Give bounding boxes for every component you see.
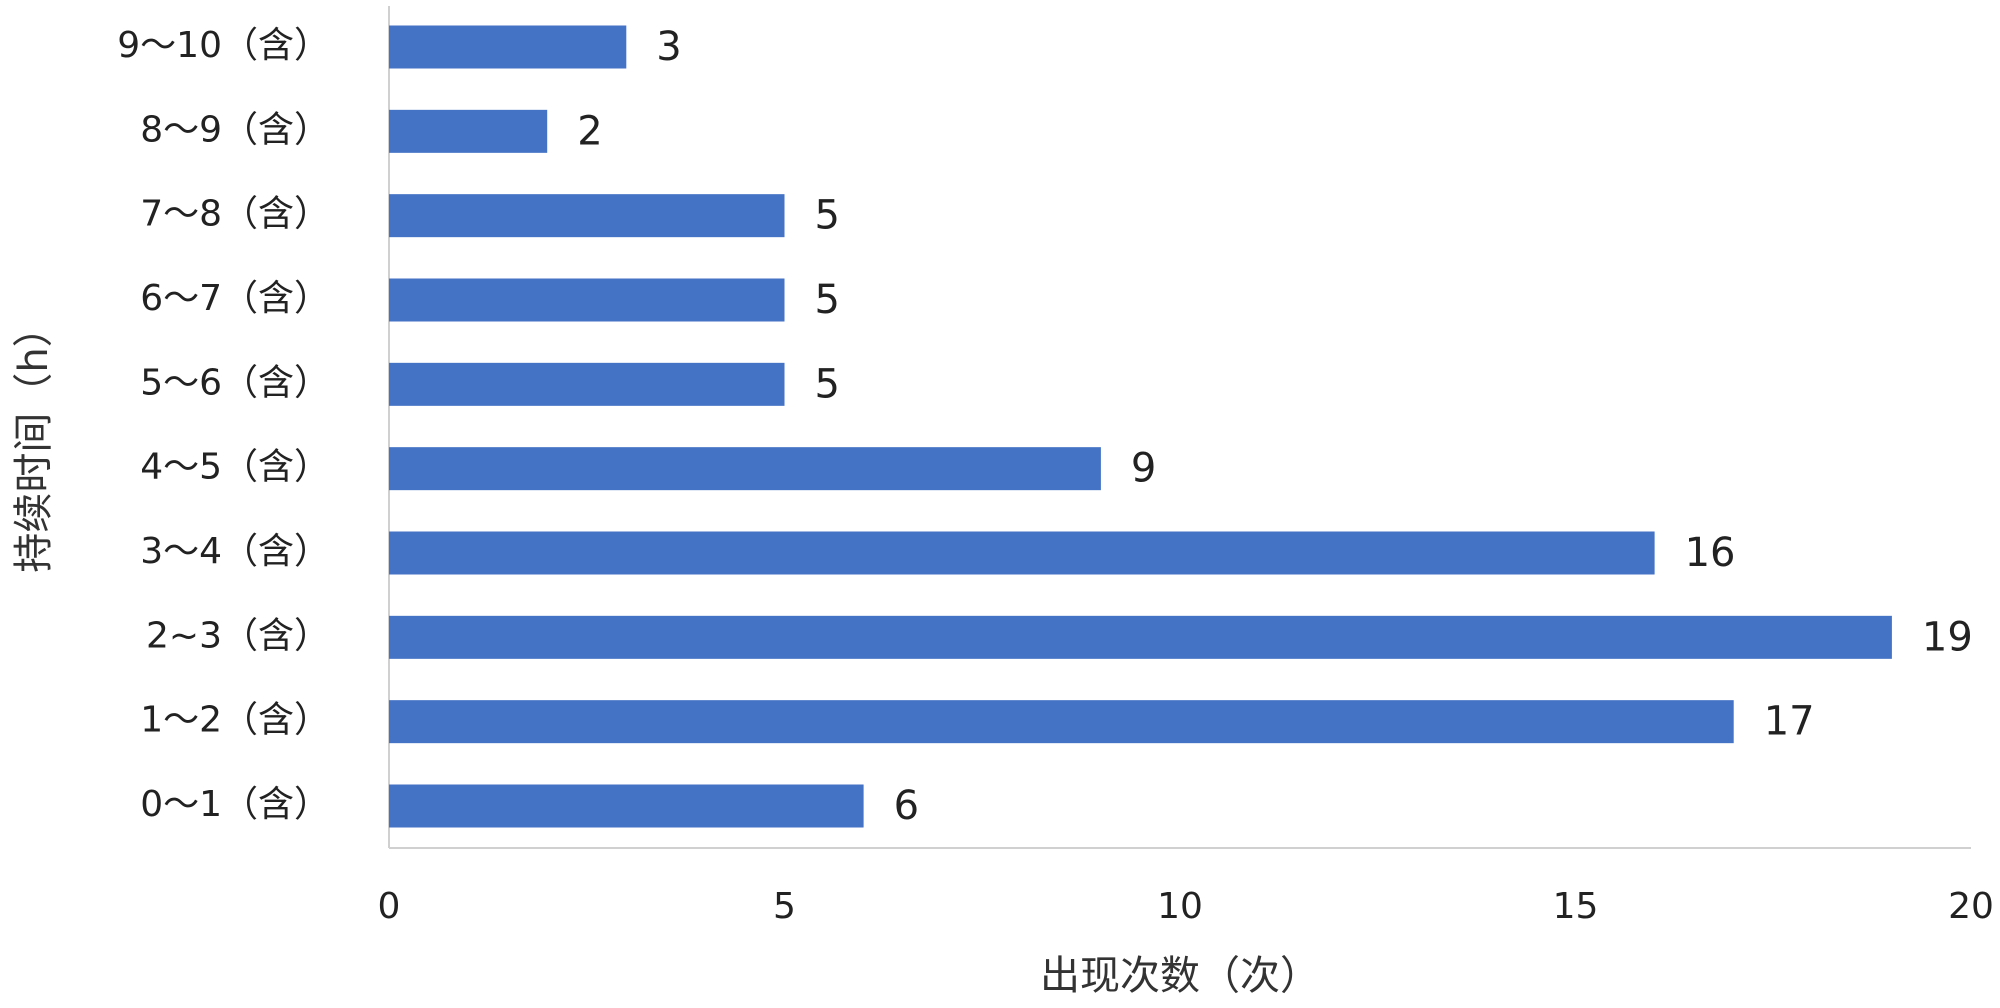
bar (389, 362, 785, 406)
bar (389, 784, 864, 828)
y-tick-label: 8～9（含） (140, 109, 330, 150)
value-label: 6 (894, 783, 919, 829)
bar (389, 109, 548, 153)
x-axis-title: 出现次数（次） (1040, 953, 1320, 999)
y-tick-label: 7～8（含） (140, 194, 330, 235)
y-tick-label: 6～7（含） (140, 278, 330, 319)
y-tick-label: 3～4（含） (140, 531, 330, 572)
y-tick-label: 1～2（含） (140, 700, 330, 741)
y-axis-title: 持续时间（h） (11, 307, 57, 572)
x-tick-label: 5 (773, 886, 796, 927)
value-label: 2 (577, 108, 602, 154)
bar (389, 278, 785, 322)
value-label: 16 (1685, 530, 1736, 576)
y-tick-label: 2~3（含） (146, 615, 330, 656)
y-tick-label: 0～1（含） (140, 784, 330, 825)
value-label: 5 (815, 277, 840, 323)
x-tick-label: 0 (378, 886, 401, 927)
value-label: 17 (1764, 699, 1815, 745)
bar (389, 531, 1655, 575)
x-tick-label: 10 (1157, 886, 1203, 927)
bar (389, 700, 1734, 744)
bar (389, 25, 627, 69)
value-label: 19 (1922, 614, 1973, 660)
value-label: 5 (815, 361, 840, 407)
bar (389, 194, 785, 238)
y-tick-label: 4～5（含） (140, 447, 330, 488)
bar (389, 615, 1892, 659)
bar (389, 447, 1101, 491)
y-tick-label: 9～10（含） (117, 25, 330, 66)
x-tick-label: 15 (1553, 886, 1599, 927)
x-tick-label: 20 (1948, 886, 1994, 927)
y-tick-label: 5～6（含） (140, 362, 330, 403)
value-label: 3 (656, 24, 681, 70)
value-label: 5 (815, 193, 840, 239)
value-label: 9 (1131, 446, 1156, 492)
